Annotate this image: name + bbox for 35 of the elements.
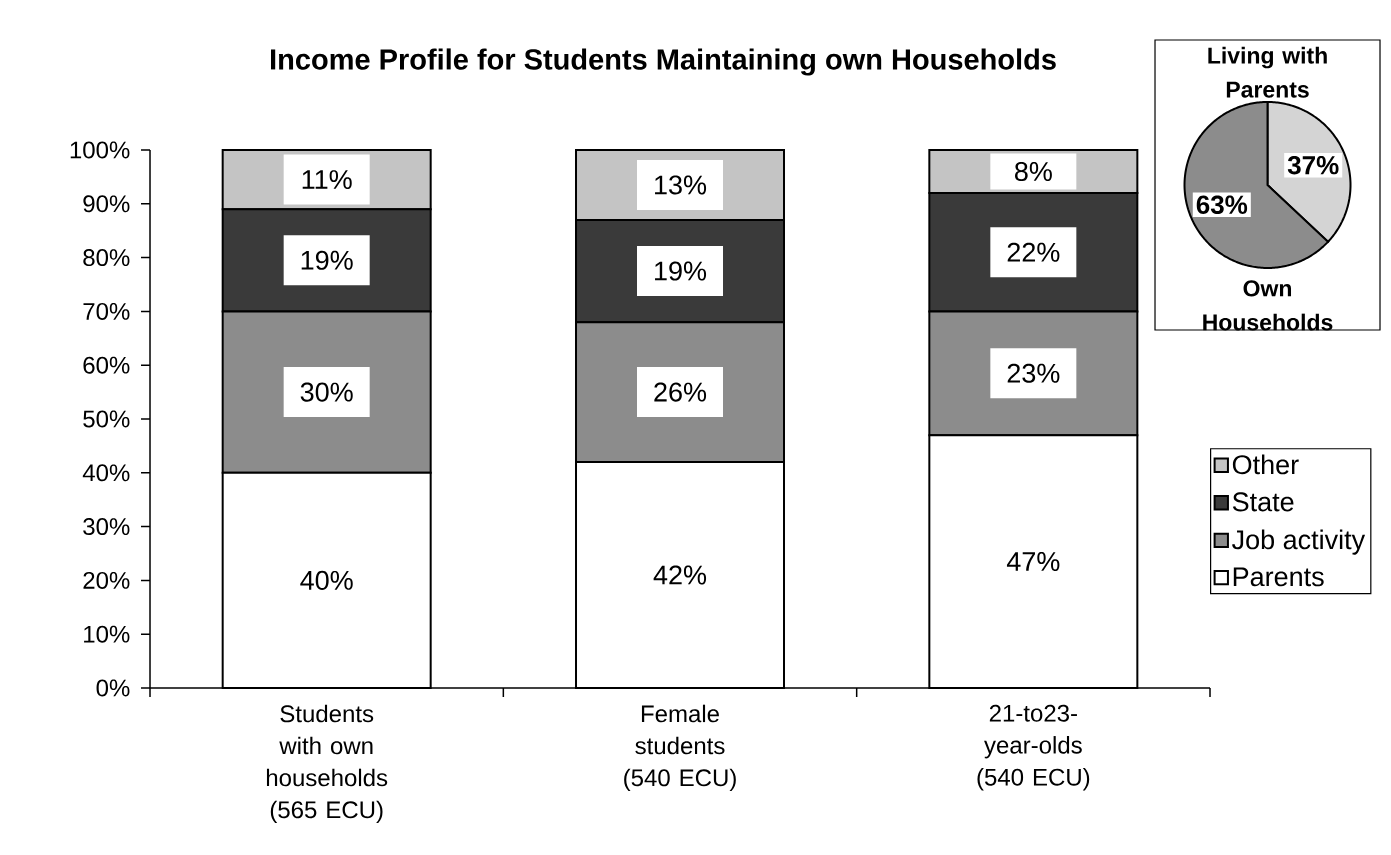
x-tick-label: Female students (540 ECU) xyxy=(624,704,736,792)
y-tick-label: 40% xyxy=(82,464,130,482)
y-tick-label: 50% xyxy=(83,410,130,428)
y-tick-label: 30% xyxy=(83,518,130,536)
data-label: 37% xyxy=(1287,155,1339,175)
data-label: 63% xyxy=(1196,195,1248,214)
y-tick-label: 20% xyxy=(83,571,130,589)
legend-label: State xyxy=(1232,492,1294,512)
data-label: 40% xyxy=(300,570,353,590)
x-tick-label: 21-to23-year-olds (540 ECU) xyxy=(977,704,1090,791)
data-label: 47% xyxy=(1006,552,1060,572)
chart-title: Income Profile for Students Maintaining own Households xyxy=(271,48,1056,76)
y-tick-label: 80% xyxy=(83,249,130,267)
data-label: 13% xyxy=(655,175,707,195)
data-label: 22% xyxy=(1007,242,1060,262)
y-tick-label: 90% xyxy=(83,195,130,213)
data-label: 19% xyxy=(655,261,707,281)
data-label: 26% xyxy=(654,382,707,402)
y-tick-label: 70% xyxy=(83,302,130,320)
data-label: 30% xyxy=(300,382,353,402)
data-label: 42% xyxy=(653,565,707,585)
y-tick-label: 100% xyxy=(70,141,130,159)
y-tick-label: 0% xyxy=(96,679,130,697)
data-label: 11% xyxy=(302,170,352,190)
data-label: 19% xyxy=(301,250,353,270)
y-tick-label: 10% xyxy=(84,625,130,643)
x-tick-label: Students with own households (565 ECU) xyxy=(266,704,388,824)
data-label: 23% xyxy=(1007,363,1060,383)
y-tick-label: 60% xyxy=(83,356,130,374)
data-label: 8% xyxy=(1015,161,1052,182)
slice-label: Own Households xyxy=(1203,280,1333,331)
legend-label: Parents xyxy=(1233,567,1324,587)
slice-label: Living with Parents xyxy=(1208,46,1327,98)
legend-label: Other xyxy=(1232,454,1299,475)
legend-label: Job activity xyxy=(1232,529,1366,555)
